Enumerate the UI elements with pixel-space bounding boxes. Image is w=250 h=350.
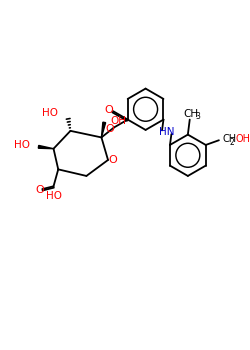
Text: O: O [106,125,114,134]
Text: HO: HO [42,108,58,118]
Polygon shape [102,122,106,138]
Text: CH: CH [223,134,237,144]
Text: 3: 3 [196,112,200,121]
Polygon shape [38,145,54,149]
Text: 2: 2 [230,138,234,147]
Text: HO: HO [14,140,30,150]
Text: CH: CH [183,109,198,119]
Text: OH: OH [111,116,127,126]
Text: OH: OH [236,134,250,144]
Text: HO: HO [46,191,62,201]
Text: O: O [108,155,117,165]
Text: HN: HN [159,127,174,137]
Text: O: O [104,105,113,115]
Text: O: O [35,185,44,195]
